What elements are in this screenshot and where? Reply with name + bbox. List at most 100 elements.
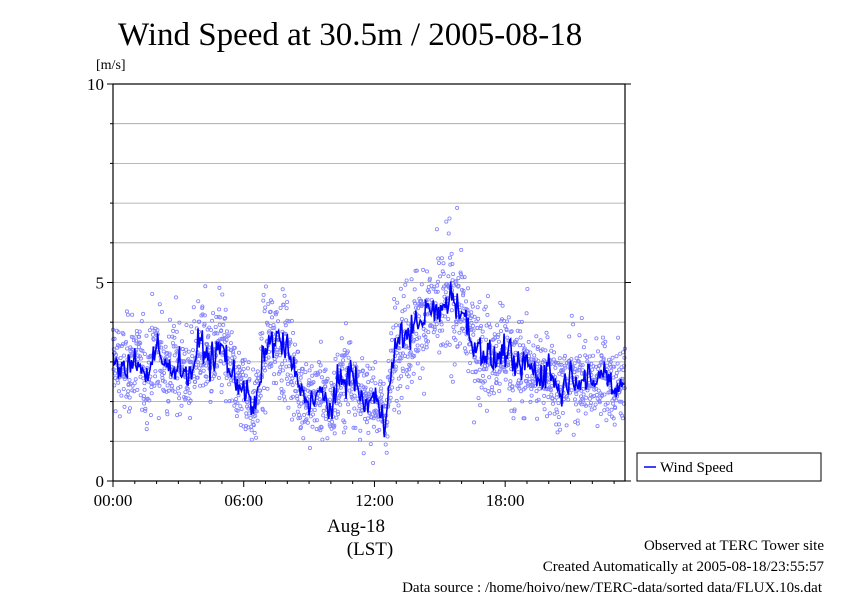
scatter-point (602, 408, 607, 413)
scatter-point (275, 319, 280, 324)
scatter-point (368, 387, 373, 392)
scatter-point (542, 359, 547, 364)
scatter-point (477, 299, 482, 304)
scatter-point (392, 297, 397, 302)
scatter-point (368, 442, 373, 447)
scatter-point (165, 412, 170, 417)
scatter-point (496, 339, 501, 344)
scatter-point (321, 413, 326, 418)
scatter-point (142, 401, 147, 406)
scatter-point (373, 381, 378, 386)
scatter-point (604, 418, 609, 423)
scatter-point (379, 392, 384, 397)
scatter-point (504, 319, 509, 324)
scatter-point (151, 337, 156, 342)
scatter-point (489, 387, 494, 392)
scatter-point (413, 305, 418, 310)
scatter-point (534, 389, 539, 394)
scatter-point (335, 352, 340, 357)
scatter-point (412, 287, 417, 292)
scatter-point (612, 422, 617, 427)
scatter-point (495, 372, 500, 377)
scatter-point (269, 361, 274, 366)
scatter-point (153, 369, 158, 374)
scatter-point (548, 388, 553, 393)
scatter-point (412, 299, 417, 304)
scatter-point (297, 404, 302, 409)
scatter-point (371, 416, 376, 421)
scatter-point (620, 376, 625, 381)
scatter-point (272, 325, 277, 330)
scatter-point (480, 334, 485, 339)
scatter-point (333, 356, 338, 361)
scatter-point (205, 379, 210, 384)
scatter-point (553, 360, 558, 365)
scatter-point (535, 346, 540, 351)
scatter-point (140, 348, 145, 353)
scatter-point (356, 399, 361, 404)
scatter-point (574, 391, 579, 396)
scatter-point (531, 343, 536, 348)
scatter-point (318, 369, 323, 374)
scatter-point (384, 450, 389, 455)
scatter-point (445, 340, 450, 345)
scatter-point (211, 311, 216, 316)
scatter-point (405, 367, 410, 372)
scatter-point (200, 304, 205, 309)
scatter-point (146, 360, 151, 365)
scatter-point (569, 313, 574, 318)
scatter-point (166, 334, 171, 339)
scatter-point (153, 374, 158, 379)
scatter-point (126, 389, 131, 394)
scatter-point (310, 412, 315, 417)
scatter-point (405, 385, 410, 390)
scatter-point (305, 420, 310, 425)
scatter-point (360, 368, 365, 373)
scatter-point (149, 325, 154, 330)
scatter-point (300, 366, 305, 371)
scatter-point (111, 347, 116, 352)
scatter-point (226, 333, 231, 338)
scatter-point (400, 366, 405, 371)
scatter-point (189, 324, 194, 329)
scatter-point (472, 314, 477, 319)
scatter-point (513, 353, 518, 358)
scatter-point (551, 401, 556, 406)
scatter-point (518, 335, 523, 340)
scatter-point (295, 394, 300, 399)
scatter-point (142, 351, 147, 356)
scatter-point (232, 355, 237, 360)
scatter-point (485, 294, 490, 299)
scatter-point (472, 378, 477, 383)
scatter-point (131, 338, 136, 343)
scatter-point (190, 348, 195, 353)
scatter-point (142, 387, 147, 392)
scatter-point (578, 363, 583, 368)
scatter-point (273, 312, 278, 317)
scatter-point (535, 344, 540, 349)
scatter-point (340, 362, 345, 367)
scatter-point (453, 337, 458, 342)
scatter-point (478, 326, 483, 331)
scatter-point (597, 400, 602, 405)
scatter-point (266, 301, 271, 306)
scatter-point (571, 322, 576, 327)
scatter-point (339, 362, 344, 367)
scatter-point (510, 388, 515, 393)
scatter-point (189, 330, 194, 335)
scatter-point (576, 408, 581, 413)
scatter-point (451, 272, 456, 277)
scatter-point (279, 378, 284, 383)
scatter-point (290, 382, 295, 387)
scatter-point (450, 261, 455, 266)
scatter-point (447, 342, 452, 347)
scatter-point (184, 347, 189, 352)
scatter-point (480, 329, 485, 334)
scatter-point (406, 374, 411, 379)
scatter-point (394, 350, 399, 355)
scatter-point (560, 410, 565, 415)
scatter-point (214, 314, 219, 319)
scatter-point (249, 437, 254, 442)
scatter-point (286, 405, 291, 410)
scatter-point (396, 410, 401, 415)
